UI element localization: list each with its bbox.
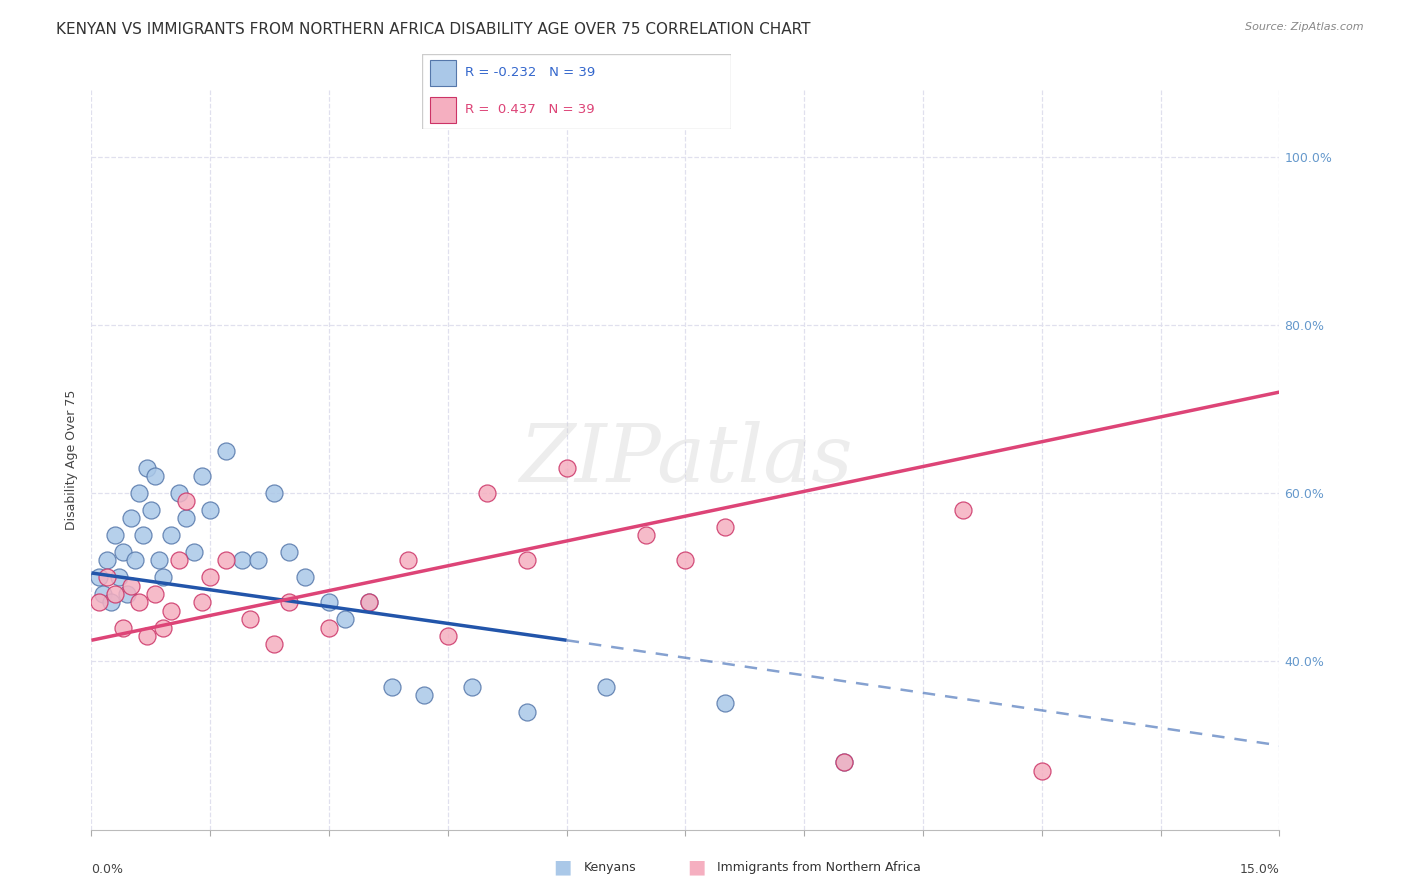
FancyBboxPatch shape (430, 97, 456, 123)
FancyBboxPatch shape (430, 60, 456, 86)
Point (318, 621, 340, 635)
Point (436, 629, 458, 643)
Point (246, 553, 269, 567)
Point (135, 460, 157, 475)
Point (215, 444, 238, 458)
Point (148, 553, 170, 567)
Point (124, 553, 146, 567)
Text: Source: ZipAtlas.com: Source: ZipAtlas.com (1246, 22, 1364, 32)
Point (115, 587, 138, 601)
Point (128, 486, 150, 500)
Point (120, 578, 142, 592)
Point (381, 680, 404, 694)
Point (176, 494, 198, 508)
Point (89, 595, 111, 609)
Point (215, 553, 238, 567)
Point (176, 511, 198, 525)
Point (263, 638, 285, 652)
Point (832, 756, 855, 770)
Point (318, 595, 340, 609)
Point (516, 705, 538, 719)
Point (128, 595, 150, 609)
Point (832, 756, 855, 770)
Point (952, 503, 974, 517)
Text: ■: ■ (686, 857, 706, 877)
Point (143, 469, 166, 483)
Point (198, 570, 221, 584)
Point (333, 612, 356, 626)
Point (294, 570, 316, 584)
FancyBboxPatch shape (422, 54, 731, 129)
Point (673, 553, 696, 567)
Point (714, 519, 737, 533)
Point (112, 621, 135, 635)
Text: R = -0.232   N = 39: R = -0.232 N = 39 (465, 66, 595, 79)
Point (278, 545, 301, 559)
Point (89, 570, 111, 584)
Point (477, 486, 499, 500)
Point (460, 680, 482, 694)
Point (634, 528, 657, 542)
Point (278, 595, 301, 609)
Point (167, 553, 190, 567)
Point (167, 486, 190, 500)
Text: 0.0%: 0.0% (91, 863, 124, 876)
Point (413, 688, 436, 702)
Point (120, 511, 142, 525)
Point (104, 587, 127, 601)
Point (555, 460, 578, 475)
Text: ■: ■ (553, 857, 572, 877)
Point (135, 629, 157, 643)
Point (396, 553, 419, 567)
Point (91, 587, 114, 601)
Point (357, 595, 380, 609)
Point (191, 469, 214, 483)
Point (1031, 764, 1053, 778)
Point (516, 553, 538, 567)
Text: Immigrants from Northern Africa: Immigrants from Northern Africa (717, 861, 921, 873)
Point (152, 621, 174, 635)
Point (112, 545, 135, 559)
Point (100, 595, 122, 609)
Point (198, 503, 221, 517)
Point (139, 503, 162, 517)
Point (96, 553, 118, 567)
Point (132, 528, 155, 542)
Text: 15.0%: 15.0% (1240, 863, 1279, 876)
Point (159, 604, 181, 618)
Point (159, 528, 181, 542)
Point (239, 612, 262, 626)
Point (183, 545, 205, 559)
Text: Kenyans: Kenyans (583, 861, 636, 873)
Point (152, 570, 174, 584)
Point (357, 595, 380, 609)
Y-axis label: Disability Age Over 75: Disability Age Over 75 (65, 389, 77, 530)
Text: R =  0.437   N = 39: R = 0.437 N = 39 (465, 103, 595, 116)
Point (191, 595, 214, 609)
Point (263, 486, 285, 500)
Point (104, 528, 127, 542)
Point (96, 570, 118, 584)
Point (108, 570, 131, 584)
Point (143, 587, 166, 601)
Text: KENYAN VS IMMIGRANTS FROM NORTHERN AFRICA DISABILITY AGE OVER 75 CORRELATION CHA: KENYAN VS IMMIGRANTS FROM NORTHERN AFRIC… (56, 22, 811, 37)
Point (714, 697, 737, 711)
Point (595, 680, 617, 694)
Text: ZIPatlas: ZIPatlas (519, 421, 852, 498)
Point (231, 553, 253, 567)
